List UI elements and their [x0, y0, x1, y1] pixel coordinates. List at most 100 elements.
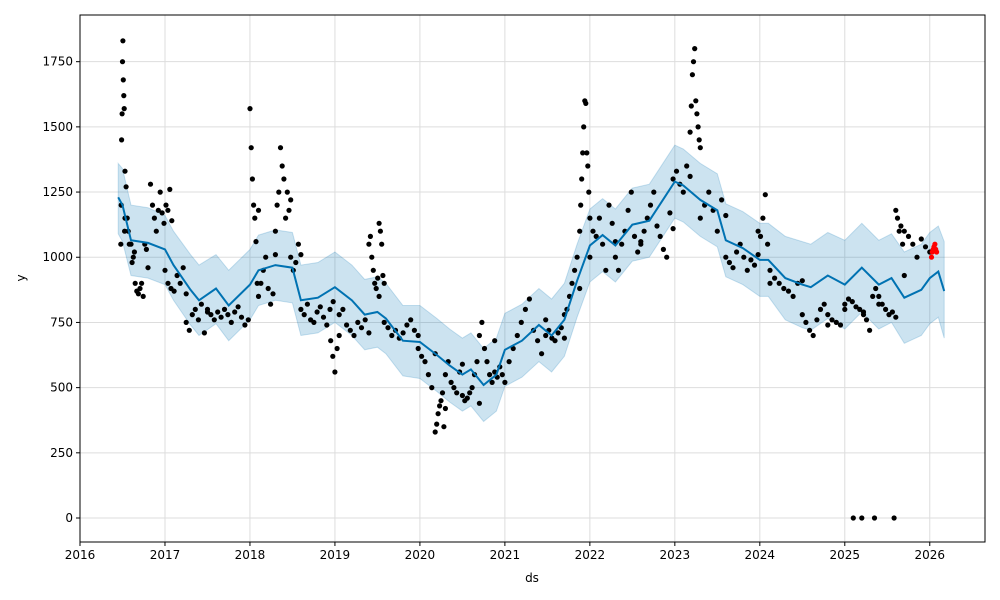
- observed-point: [799, 278, 805, 284]
- observed-point: [876, 293, 882, 299]
- observed-point: [174, 272, 180, 279]
- observed-point: [535, 338, 541, 344]
- observed-point: [479, 319, 485, 325]
- observed-point: [347, 327, 353, 333]
- observed-point: [255, 293, 262, 299]
- observed-point: [284, 189, 290, 195]
- observed-point: [128, 241, 134, 247]
- observed-point: [833, 319, 839, 325]
- observed-point: [270, 291, 276, 297]
- observed-point: [336, 312, 342, 318]
- observed-point: [762, 192, 768, 198]
- observed-point: [751, 262, 758, 268]
- observed-point: [439, 390, 446, 396]
- observed-point: [492, 338, 498, 344]
- observed-point: [251, 202, 257, 208]
- future-points: [928, 241, 940, 260]
- observed-point: [697, 145, 703, 151]
- observed-point: [506, 359, 512, 365]
- observed-point: [896, 228, 902, 234]
- observed-point: [208, 312, 214, 318]
- observed-point: [631, 233, 638, 239]
- observed-point: [279, 163, 285, 169]
- observed-point: [572, 267, 578, 273]
- observed-point: [123, 184, 129, 190]
- observed-point: [635, 249, 641, 255]
- observed-point: [870, 293, 876, 299]
- x-axis-label: ds: [525, 571, 539, 585]
- observed-point: [667, 210, 673, 216]
- observed-point: [320, 314, 327, 320]
- observed-point: [247, 106, 253, 112]
- observed-point: [651, 189, 657, 195]
- observed-point: [767, 280, 773, 286]
- observed-point: [293, 259, 299, 266]
- observed-point: [332, 369, 338, 375]
- observed-point: [242, 322, 248, 328]
- observed-point: [687, 129, 693, 135]
- observed-point: [248, 145, 254, 151]
- observed-point: [569, 280, 575, 286]
- observed-point: [723, 212, 729, 219]
- observed-point: [376, 220, 382, 226]
- observed-point: [539, 351, 545, 357]
- observed-point: [252, 215, 258, 221]
- observed-point: [898, 223, 904, 229]
- x-tick-label: 2016: [65, 548, 96, 562]
- observed-point: [135, 291, 141, 297]
- plot-frame: [79, 14, 986, 543]
- grid: [79, 15, 985, 542]
- future-point: [932, 241, 938, 247]
- observed-point: [195, 317, 201, 323]
- observed-point: [177, 280, 183, 286]
- observed-point: [687, 173, 693, 179]
- observed-point: [593, 233, 599, 239]
- y-axis: 0 250 500 750 1000 1250 1500 1750: [42, 55, 80, 525]
- observed-point: [340, 306, 346, 312]
- observed-point: [552, 338, 558, 344]
- observed-point: [334, 345, 340, 352]
- observed-point: [218, 314, 224, 320]
- observed-point: [474, 359, 480, 365]
- observed-point: [837, 322, 844, 328]
- observed-point: [169, 218, 175, 224]
- observed-point: [760, 215, 766, 221]
- observed-point: [879, 301, 885, 307]
- observed-point: [807, 327, 813, 333]
- x-tick-label: 2024: [745, 548, 776, 562]
- observed-point: [119, 137, 125, 143]
- observed-point: [476, 332, 482, 339]
- observed-point: [850, 515, 856, 521]
- observed-point: [695, 124, 701, 130]
- observed-point: [153, 228, 159, 234]
- observed-point: [411, 327, 417, 333]
- observed-point: [122, 228, 128, 234]
- observed-point: [580, 150, 586, 156]
- observed-point: [581, 124, 587, 130]
- y-tick-label: 1250: [42, 185, 73, 199]
- observed-point: [660, 246, 667, 252]
- observed-point: [441, 424, 447, 430]
- observed-point: [803, 319, 809, 325]
- x-tick-label: 2017: [150, 548, 181, 562]
- observed-point: [688, 103, 694, 109]
- y-axis-label: y: [14, 274, 28, 281]
- observed-point: [657, 233, 663, 239]
- observed-point: [228, 319, 234, 325]
- observed-point: [857, 306, 863, 312]
- observed-point: [680, 189, 686, 195]
- observed-point: [155, 207, 161, 213]
- observed-point: [276, 189, 282, 195]
- observed-point: [221, 306, 228, 312]
- observed-point: [459, 361, 465, 367]
- observed-point: [163, 202, 169, 208]
- observed-point: [641, 228, 647, 234]
- observed-point: [295, 241, 301, 247]
- observed-point: [328, 338, 334, 344]
- uncertainty-band: [117, 144, 945, 423]
- observed-point: [437, 403, 443, 409]
- observed-point: [719, 197, 725, 203]
- observed-point: [362, 317, 368, 323]
- observed-point: [381, 319, 387, 325]
- observed-point: [288, 197, 294, 203]
